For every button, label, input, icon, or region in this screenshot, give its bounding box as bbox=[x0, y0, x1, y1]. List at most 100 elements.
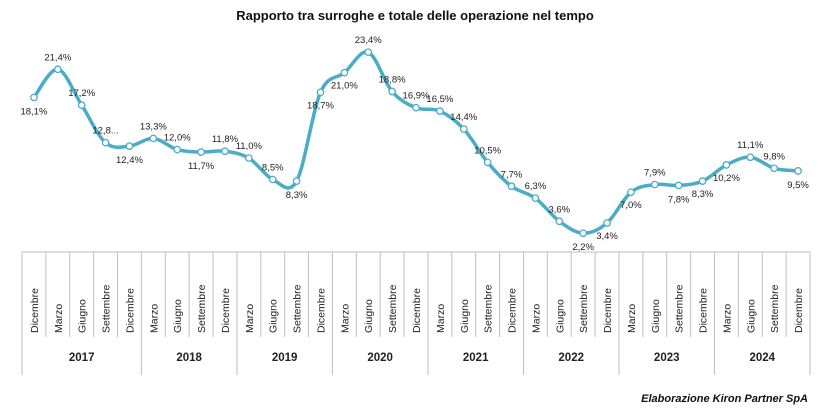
data-label: 8,5% bbox=[262, 162, 284, 173]
data-point bbox=[364, 48, 373, 57]
data-label: 8,3% bbox=[286, 190, 308, 201]
data-label: 13,3% bbox=[140, 121, 167, 132]
data-point bbox=[507, 182, 516, 191]
data-point bbox=[316, 88, 325, 97]
data-label: 3,6% bbox=[548, 204, 570, 215]
data-point bbox=[197, 148, 205, 156]
data-label: 7,9% bbox=[644, 168, 666, 179]
x-tick-label: Settembre bbox=[769, 284, 781, 333]
data-label: 2,2% bbox=[572, 242, 594, 253]
data-label: 12,0% bbox=[164, 133, 191, 144]
data-label: 7,8% bbox=[668, 194, 690, 205]
data-label: 7,0% bbox=[620, 200, 642, 211]
data-point bbox=[531, 194, 540, 203]
data-label: 16,9% bbox=[403, 91, 430, 102]
data-point bbox=[412, 103, 420, 112]
data-label: 9,8% bbox=[763, 151, 785, 162]
data-point bbox=[483, 158, 492, 167]
data-point bbox=[794, 167, 802, 175]
data-label: 18,7% bbox=[307, 100, 334, 111]
x-tick-label: Dicembre bbox=[124, 288, 136, 333]
data-point bbox=[292, 177, 301, 185]
x-tick-label: Settembre bbox=[387, 284, 399, 333]
year-label: 2018 bbox=[176, 352, 202, 364]
x-tick-label: Settembre bbox=[101, 284, 113, 333]
data-label: 10,5% bbox=[474, 145, 501, 156]
series-line-layer bbox=[32, 50, 799, 235]
year-label: 2023 bbox=[654, 352, 680, 364]
data-point bbox=[436, 107, 444, 115]
data-label: 16,5% bbox=[426, 94, 453, 105]
data-point bbox=[244, 154, 253, 162]
chart-title: Rapporto tra surroghe e totale delle ope… bbox=[236, 8, 594, 23]
year-label: 2024 bbox=[749, 352, 775, 364]
data-point bbox=[173, 145, 182, 154]
data-point bbox=[770, 164, 779, 173]
data-label: 3,4% bbox=[596, 231, 618, 242]
data-label: 8,3% bbox=[692, 189, 714, 200]
x-tick-label: Giugno bbox=[363, 299, 375, 333]
data-label: 17,2% bbox=[68, 88, 95, 99]
x-tick-label: Giugno bbox=[554, 299, 566, 333]
data-point bbox=[722, 161, 731, 169]
x-tick-label: Marzo bbox=[148, 304, 160, 333]
data-label: 11,1% bbox=[737, 140, 764, 151]
data-point bbox=[77, 101, 86, 109]
data-points-layer bbox=[30, 48, 802, 238]
data-point bbox=[674, 181, 683, 190]
year-label: 2020 bbox=[367, 352, 393, 364]
year-label: 2022 bbox=[558, 352, 584, 364]
data-label: 9,5% bbox=[787, 180, 809, 191]
x-tick-label: Dicembre bbox=[411, 288, 423, 333]
data-label: 21,4% bbox=[44, 52, 71, 63]
data-point bbox=[30, 93, 38, 102]
x-tick-label: Giugno bbox=[459, 299, 471, 333]
x-tick-label: Marzo bbox=[626, 304, 638, 333]
year-label: 2021 bbox=[463, 352, 489, 364]
data-label: 12,4% bbox=[116, 155, 143, 166]
data-point bbox=[101, 138, 110, 147]
x-tick-label: Marzo bbox=[53, 304, 65, 333]
data-label: 21,0% bbox=[331, 81, 358, 92]
data-point bbox=[746, 153, 755, 162]
data-label: 7,7% bbox=[501, 169, 523, 180]
x-tick-label: Giugno bbox=[745, 299, 757, 333]
x-tick-label: Giugno bbox=[268, 299, 280, 333]
year-label: 2019 bbox=[272, 352, 298, 364]
x-tick-label: Dicembre bbox=[315, 288, 327, 333]
x-tick-label: Settembre bbox=[196, 284, 208, 333]
x-tick-label: Settembre bbox=[578, 284, 590, 333]
data-point bbox=[340, 68, 349, 77]
year-label: 2017 bbox=[69, 352, 95, 364]
data-point bbox=[53, 65, 62, 74]
data-label: 10,2% bbox=[713, 173, 740, 184]
x-tick-label: Settembre bbox=[674, 284, 686, 333]
data-point bbox=[459, 125, 468, 133]
data-label: 11,7% bbox=[188, 161, 215, 172]
data-labels-layer: 18,1% 21,4% 17,2% 12,8... 12,4% 13,3%12,0% 11,… bbox=[20, 35, 809, 253]
data-point bbox=[698, 177, 707, 185]
data-label: 11,8% bbox=[212, 134, 239, 145]
x-tick-label: Marzo bbox=[339, 304, 351, 333]
x-tick-label: Marzo bbox=[530, 304, 542, 333]
data-point bbox=[579, 229, 588, 238]
x-tick-label: Dicembre bbox=[29, 288, 41, 333]
data-label: 11,0% bbox=[236, 141, 263, 152]
data-point bbox=[555, 217, 564, 226]
x-tick-label: Marzo bbox=[244, 304, 256, 333]
data-point bbox=[388, 87, 396, 96]
x-tick-label: Dicembre bbox=[220, 288, 232, 333]
x-tick-label: Giugno bbox=[172, 299, 184, 333]
series-line bbox=[32, 50, 799, 235]
data-label: 12,8... bbox=[92, 126, 118, 137]
data-point bbox=[125, 142, 134, 150]
x-tick-label: Dicembre bbox=[793, 288, 805, 333]
data-label: 23,4% bbox=[355, 35, 382, 46]
source-note: Elaborazione Kiron Partner SpA bbox=[641, 393, 808, 405]
data-label: 18,8% bbox=[379, 74, 406, 85]
x-tick-label: Dicembre bbox=[698, 288, 710, 333]
data-label: 6,3% bbox=[525, 181, 547, 192]
data-label: 18,1% bbox=[20, 106, 47, 117]
x-tick-label: Marzo bbox=[435, 304, 447, 333]
